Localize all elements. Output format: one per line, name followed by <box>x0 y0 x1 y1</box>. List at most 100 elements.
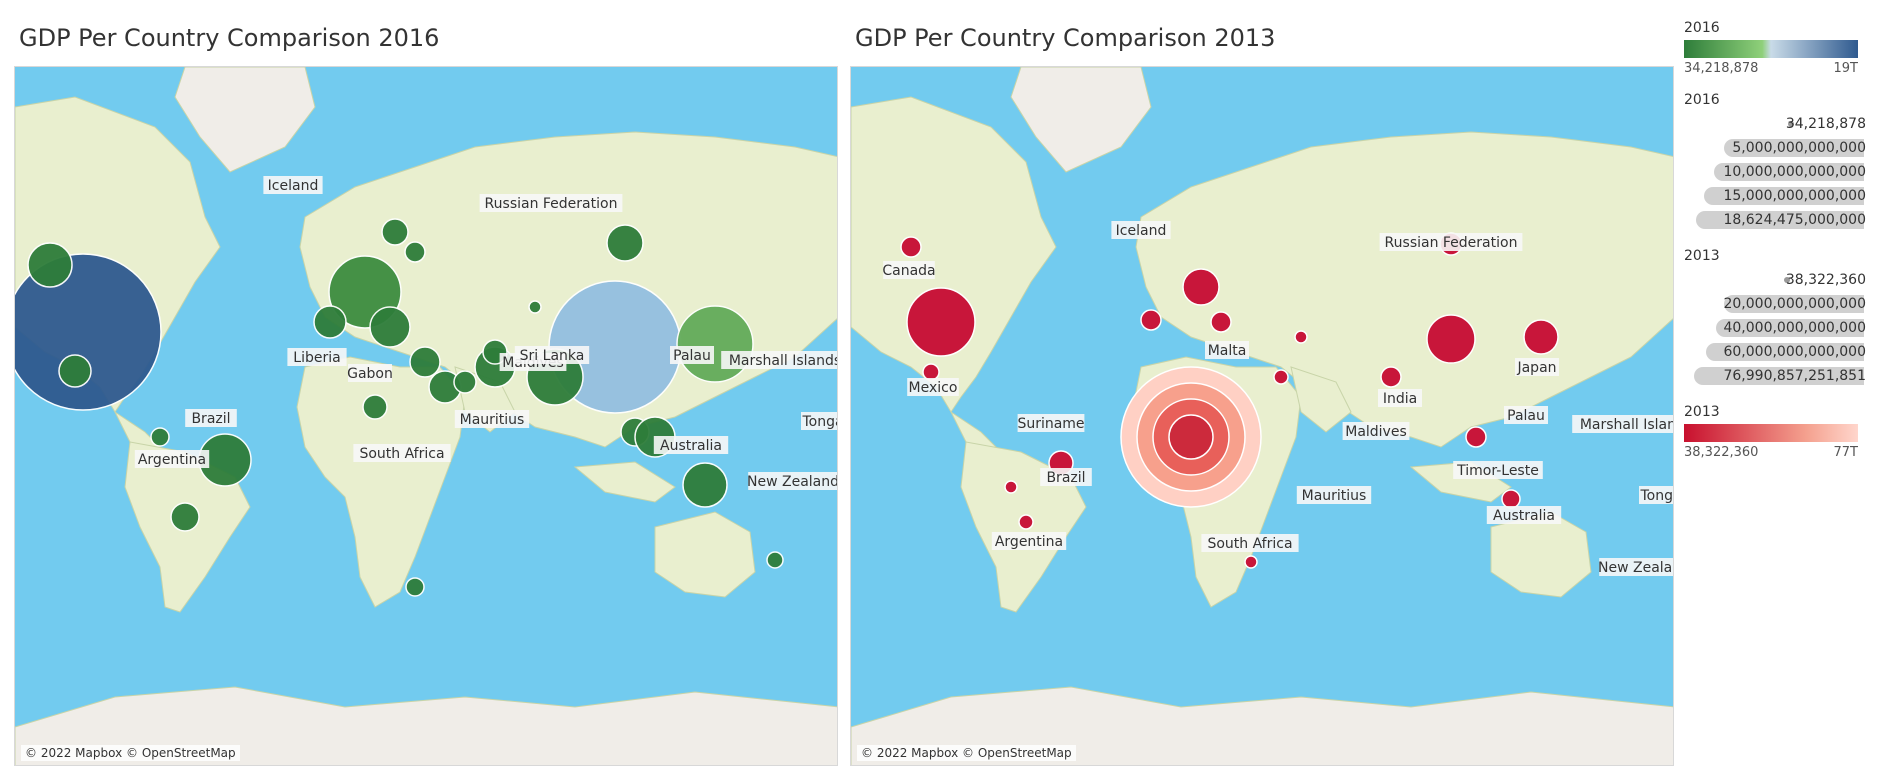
svg-text:Argentina: Argentina <box>995 534 1063 550</box>
svg-text:Mauritius: Mauritius <box>1302 488 1367 504</box>
svg-text:Mauritius: Mauritius <box>460 412 525 428</box>
gdp-bubble <box>1182 268 1220 306</box>
place-label: Marshall Islands <box>1572 415 1673 433</box>
place-label: New Zealand <box>1598 558 1674 576</box>
gdp-bubble <box>58 354 92 388</box>
size-legend-item: 60,000,000,000,000 <box>1684 340 1874 364</box>
gdp-bubble <box>404 241 426 263</box>
gdp-bubble <box>1380 366 1402 388</box>
place-label: Brazil <box>185 409 237 427</box>
gdp-bubble <box>369 306 411 348</box>
place-label: South Africa <box>353 444 451 462</box>
size-legend-item: 5,000,000,000,000 <box>1684 136 1874 160</box>
svg-text:Brazil: Brazil <box>1046 470 1085 486</box>
svg-text:Russian Federation: Russian Federation <box>485 196 618 212</box>
gdp-bubble <box>682 462 728 508</box>
place-label: Australia <box>653 436 729 454</box>
svg-text:Canada: Canada <box>882 263 935 279</box>
svg-text:Brazil: Brazil <box>191 411 230 427</box>
color-legend-2013[interactable]: 2013 38,322,360 77T <box>1684 404 1874 460</box>
size-legend-item: 18,624,475,000,000 <box>1684 208 1874 232</box>
place-label: Tonga <box>801 412 837 430</box>
place-label: Russian Federation <box>479 194 623 212</box>
svg-text:Russian Federation: Russian Federation <box>1385 235 1518 251</box>
svg-text:Suriname: Suriname <box>1017 416 1084 432</box>
gdp-bubble <box>1140 309 1162 331</box>
gdp-bubble <box>1465 426 1487 448</box>
svg-text:Gabon: Gabon <box>347 366 393 382</box>
place-label: Sri Lanka <box>514 346 590 364</box>
southeast-asia <box>573 461 676 503</box>
gdp-bubble <box>1501 489 1521 509</box>
place-label: Russian Federation <box>1379 233 1523 251</box>
svg-text:Timor-Leste: Timor-Leste <box>1456 463 1539 479</box>
gdp-bubble <box>1168 414 1214 460</box>
place-label: Maldives <box>1342 422 1410 440</box>
right-map[interactable]: Iceland Canada Russian Federation Malta Mexi… <box>850 66 1674 766</box>
gdp-bubble <box>27 242 73 288</box>
svg-text:Japan: Japan <box>1516 360 1556 376</box>
map-attribution: © 2022 Mapbox © OpenStreetMap <box>21 745 240 761</box>
gradient-max-label: 77T <box>1833 445 1858 460</box>
place-label: Iceland <box>263 176 323 194</box>
gdp-bubble <box>313 305 347 339</box>
left-map-title: GDP Per Country Comparison 2016 <box>19 24 440 52</box>
svg-text:Argentina: Argentina <box>138 452 206 468</box>
svg-text:Liberia: Liberia <box>293 350 340 366</box>
place-label: India <box>1378 389 1422 407</box>
legend-title: 2016 <box>1684 92 1720 108</box>
size-legend-item: 38,322,360 <box>1784 272 1866 288</box>
gdp-bubble <box>1426 314 1476 364</box>
place-label: Argentina <box>134 450 210 468</box>
size-legend-item: 40,000,000,000,000 <box>1684 316 1874 340</box>
svg-text:India: India <box>1383 391 1417 407</box>
color-legend-2016[interactable]: 2016 34,218,878 19T <box>1684 20 1874 76</box>
gdp-bubble <box>362 394 388 420</box>
gdp-bubble <box>405 577 425 597</box>
right-map-title: GDP Per Country Comparison 2013 <box>855 24 1276 52</box>
svg-text:Palau: Palau <box>673 348 711 364</box>
svg-text:Sri Lanka: Sri Lanka <box>520 348 585 364</box>
place-label: Timor-Leste <box>1453 461 1543 479</box>
svg-text:Maldives: Maldives <box>1345 424 1407 440</box>
gradient-min-label: 34,218,878 <box>1684 61 1759 76</box>
size-legend-item: 20,000,000,000,000 <box>1723 295 1866 313</box>
greenland <box>1010 67 1152 173</box>
gdp-bubble <box>170 502 200 532</box>
place-label: Mauritius <box>1296 486 1372 504</box>
gdp-bubble <box>381 218 409 246</box>
place-label: Brazil <box>1040 468 1092 486</box>
svg-text:New Zealand: New Zealand <box>1598 560 1674 576</box>
legend-title: 2013 <box>1684 248 1720 264</box>
legend-title: 2016 <box>1684 20 1720 36</box>
place-label: Tonga <box>1639 486 1674 504</box>
place-label: South Africa <box>1201 534 1299 552</box>
svg-text:New Zealand: New Zealand <box>747 474 838 490</box>
svg-text:South Africa: South Africa <box>359 446 444 462</box>
place-label: Japan <box>1515 358 1559 376</box>
gdp-bubble <box>906 287 976 357</box>
place-label: Iceland <box>1111 221 1171 239</box>
gdp-bubble <box>1210 311 1232 333</box>
north-america <box>851 96 1057 413</box>
size-legend-2013[interactable]: 2013 38,322,360 20,000,000,000,000 40,00… <box>1684 248 1874 388</box>
place-label: Palau <box>1504 406 1548 424</box>
place-label: Palau <box>670 346 714 364</box>
color-gradient-2016 <box>1684 40 1858 58</box>
gradient-max-label: 19T <box>1833 61 1858 76</box>
svg-text:Iceland: Iceland <box>1116 223 1167 239</box>
gdp-bubble <box>1273 369 1289 385</box>
size-legend-item: 34,218,878 <box>1785 116 1866 132</box>
svg-text:Malta: Malta <box>1208 343 1247 359</box>
legend-panel: 2016 34,218,878 19T 2016 34,218,878 5,00… <box>1684 20 1874 460</box>
gdp-bubble <box>900 236 922 258</box>
svg-text:Tonga: Tonga <box>1639 488 1674 504</box>
svg-text:Mexico: Mexico <box>909 380 958 396</box>
gdp-bubble <box>1294 330 1308 344</box>
right-map-canvas[interactable]: Iceland Canada Russian Federation Malta Mexi… <box>851 67 1674 766</box>
gdp-bubble <box>409 346 441 378</box>
place-label: Malta <box>1205 341 1249 359</box>
size-legend-2016[interactable]: 2016 34,218,878 5,000,000,000,000 10,000… <box>1684 92 1874 232</box>
